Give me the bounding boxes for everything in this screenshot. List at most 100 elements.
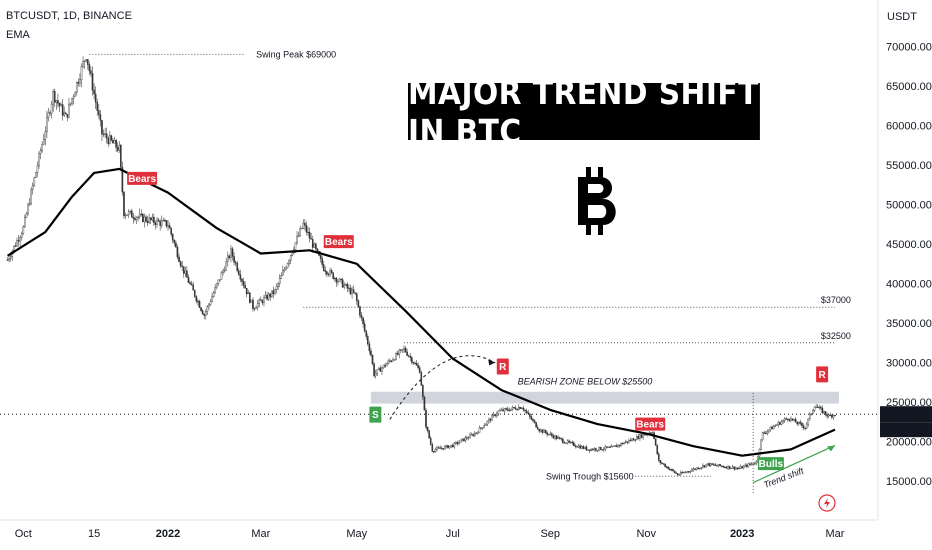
candle-body bbox=[164, 220, 166, 222]
candle-body bbox=[27, 204, 29, 214]
candle-body bbox=[549, 433, 552, 435]
candle-body bbox=[80, 65, 83, 80]
candle-body bbox=[75, 81, 78, 93]
candle-body bbox=[469, 434, 471, 439]
candle-body bbox=[637, 436, 640, 439]
countdown-tag bbox=[880, 422, 932, 438]
price-level-label: $32500 bbox=[821, 331, 851, 341]
candle-body bbox=[436, 447, 438, 450]
candle-body bbox=[489, 418, 492, 421]
candle-body bbox=[16, 240, 18, 247]
candle-body bbox=[363, 323, 366, 332]
candle-body bbox=[385, 363, 388, 367]
signal-badge-label: R bbox=[818, 370, 826, 381]
candle-body bbox=[30, 189, 32, 205]
candle-body bbox=[376, 369, 379, 374]
candle-body bbox=[491, 415, 493, 421]
candle-body bbox=[445, 445, 448, 447]
candle-body bbox=[182, 266, 185, 274]
candle-body bbox=[124, 214, 127, 217]
candle-body bbox=[609, 446, 611, 448]
candle-body bbox=[225, 261, 228, 271]
candle-body bbox=[46, 117, 48, 133]
signal-badge bbox=[635, 417, 666, 431]
candle-body bbox=[340, 278, 342, 280]
candle-body bbox=[691, 469, 693, 472]
time-tick-label: 15 bbox=[88, 528, 100, 540]
candle-body bbox=[126, 214, 128, 216]
lightning-bolt-icon bbox=[824, 498, 830, 508]
candle-body bbox=[832, 415, 835, 418]
candle-body bbox=[300, 227, 303, 230]
candle-body bbox=[25, 213, 28, 218]
candle-body bbox=[297, 235, 300, 237]
candle-body bbox=[683, 472, 685, 474]
candle-body bbox=[604, 446, 607, 450]
candle-body bbox=[305, 225, 308, 233]
candle-body bbox=[109, 135, 111, 144]
candle-body bbox=[557, 437, 559, 439]
candle-body bbox=[763, 432, 766, 434]
candle-body bbox=[573, 442, 575, 446]
signal-badge bbox=[496, 358, 509, 375]
candle-body bbox=[554, 435, 556, 439]
candle-body bbox=[382, 364, 385, 369]
candle-body bbox=[428, 430, 430, 439]
candle-body bbox=[613, 445, 616, 447]
candle-body bbox=[706, 463, 709, 465]
candle-body bbox=[35, 172, 37, 178]
candle-body bbox=[437, 447, 440, 449]
candle-body bbox=[558, 437, 561, 439]
candle-body bbox=[231, 248, 234, 257]
candle-body bbox=[71, 98, 73, 104]
candle-body bbox=[333, 277, 336, 280]
candle-body bbox=[220, 272, 223, 280]
candle-body bbox=[453, 442, 456, 448]
candle-body bbox=[69, 102, 72, 105]
candle-body bbox=[588, 449, 591, 452]
candle-body bbox=[285, 267, 287, 270]
candle-body bbox=[143, 216, 146, 222]
candle-body bbox=[159, 221, 161, 226]
candle-body bbox=[193, 289, 196, 297]
candle-body bbox=[72, 96, 75, 99]
candle-body bbox=[752, 463, 754, 465]
symbol-line: BTCUSDT, 1D, BINANCE bbox=[6, 10, 132, 22]
candle-body bbox=[31, 184, 34, 190]
candle-body bbox=[120, 144, 122, 168]
candle-body bbox=[291, 252, 294, 256]
candle-body bbox=[260, 299, 262, 301]
candle-body bbox=[39, 150, 42, 154]
candle-body bbox=[222, 270, 224, 273]
candle-body bbox=[47, 112, 50, 118]
candle-body bbox=[102, 133, 105, 136]
candle-body bbox=[327, 273, 330, 276]
candle-body bbox=[790, 418, 792, 421]
candle-body bbox=[360, 315, 363, 318]
candle-body bbox=[22, 226, 25, 235]
candle-body bbox=[60, 104, 62, 107]
candle-body bbox=[560, 438, 563, 440]
candle-body bbox=[112, 140, 114, 144]
candle-body bbox=[687, 471, 690, 473]
candle-body bbox=[14, 245, 17, 247]
candle-body bbox=[774, 425, 777, 427]
candle-body bbox=[478, 427, 481, 433]
candle-body bbox=[642, 434, 644, 438]
candle-body bbox=[409, 356, 412, 358]
candle-body bbox=[725, 466, 728, 469]
candle-body bbox=[480, 427, 482, 429]
candle-body bbox=[741, 466, 743, 469]
candle-body bbox=[602, 448, 605, 451]
candle-body bbox=[439, 447, 441, 449]
candle-body bbox=[566, 440, 569, 444]
candle-body bbox=[670, 469, 673, 471]
candle-body bbox=[395, 353, 397, 360]
candle-body bbox=[742, 465, 745, 469]
candle-body bbox=[429, 437, 432, 445]
candle-body bbox=[335, 277, 338, 283]
candle-body bbox=[798, 421, 800, 425]
candle-body bbox=[574, 445, 577, 447]
candle-body bbox=[722, 466, 725, 468]
